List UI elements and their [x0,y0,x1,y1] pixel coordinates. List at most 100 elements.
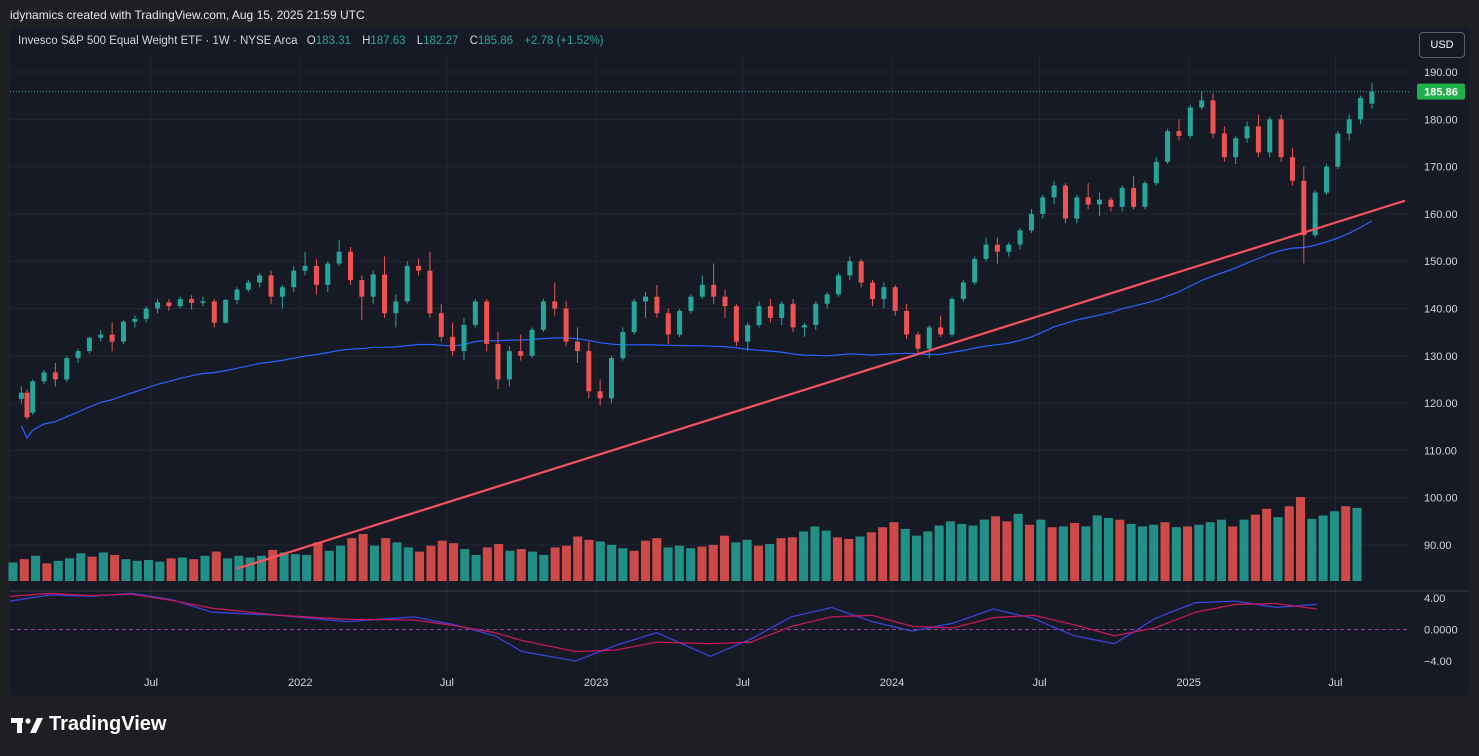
candle[interactable] [994,237,1000,264]
candle[interactable] [733,303,739,347]
candle[interactable] [597,379,603,406]
candle[interactable] [109,322,115,352]
candle[interactable] [461,317,467,361]
candle[interactable] [1062,183,1068,224]
candle[interactable] [291,265,297,292]
candle[interactable] [189,295,195,310]
candle[interactable] [484,299,490,352]
candle[interactable] [359,275,365,321]
candle[interactable] [654,284,660,318]
candle[interactable] [245,280,251,292]
candle[interactable] [711,263,717,304]
candle[interactable] [166,299,172,311]
candle[interactable] [1119,185,1125,212]
candle[interactable] [767,299,773,323]
candle[interactable] [427,251,433,318]
candle[interactable] [18,386,24,404]
candle[interactable] [347,247,353,285]
candle[interactable] [1131,176,1137,210]
candle[interactable] [1006,242,1012,257]
candle[interactable] [1176,119,1182,141]
candle[interactable] [1221,126,1227,162]
candle[interactable] [1028,209,1034,233]
candle[interactable] [302,251,308,276]
candle[interactable] [336,239,342,266]
candle[interactable] [404,261,410,304]
candle[interactable] [1097,192,1103,217]
candle[interactable] [1085,183,1091,210]
candle[interactable] [200,296,206,307]
candle[interactable] [472,299,478,328]
candle[interactable] [1369,83,1375,109]
candle[interactable] [801,322,807,337]
candle[interactable] [1358,95,1364,125]
candle[interactable] [574,327,580,363]
candle[interactable] [1335,131,1341,169]
candle[interactable] [1244,121,1250,143]
candle[interactable] [234,287,240,304]
candle[interactable] [1142,180,1148,210]
candle[interactable] [779,301,785,326]
candle[interactable] [41,369,47,385]
candle[interactable] [813,301,819,330]
candle[interactable] [382,256,388,318]
candle[interactable] [960,280,966,302]
candle[interactable] [665,308,671,344]
candle[interactable] [223,299,229,324]
candle[interactable] [518,334,524,361]
candle[interactable] [1267,116,1273,158]
candle[interactable] [756,301,762,328]
candle[interactable] [949,296,955,337]
candle[interactable] [722,289,728,318]
candle[interactable] [1210,93,1216,139]
candle[interactable] [835,273,841,297]
candle[interactable] [609,355,615,404]
candle[interactable] [858,258,864,288]
candle[interactable] [1153,157,1159,186]
candle[interactable] [30,379,36,415]
candle[interactable] [904,303,910,340]
candle[interactable] [370,270,376,304]
candle[interactable] [325,261,331,292]
candle[interactable] [938,315,944,337]
candle[interactable] [120,320,126,344]
candle[interactable] [1051,180,1057,205]
candle[interactable] [677,308,683,337]
candle[interactable] [870,280,876,307]
candle[interactable] [540,299,546,333]
candle[interactable] [86,336,92,354]
trendline[interactable] [236,199,1406,570]
candle[interactable] [915,332,921,354]
candle[interactable] [177,296,183,309]
candle[interactable] [1074,194,1080,224]
currency-button[interactable]: USD [1419,32,1465,58]
candle[interactable] [268,270,274,304]
candle[interactable] [1199,90,1205,110]
candle[interactable] [132,315,138,328]
candle[interactable] [1165,128,1171,165]
candle[interactable] [790,299,796,333]
candle[interactable] [1017,228,1023,250]
candle[interactable] [1233,135,1239,165]
candle[interactable] [1324,164,1330,195]
candle[interactable] [1255,114,1261,158]
candle[interactable] [416,258,422,276]
candle[interactable] [643,291,649,318]
candle[interactable] [1187,105,1193,139]
candle[interactable] [75,348,81,363]
candle[interactable] [52,362,58,387]
candle[interactable] [1040,194,1046,219]
candle[interactable] [438,303,444,342]
candle[interactable] [495,332,501,389]
candle[interactable] [211,299,217,328]
candle[interactable] [506,346,512,387]
candle[interactable] [1301,166,1307,264]
candle[interactable] [972,256,978,285]
candle[interactable] [1108,197,1114,212]
candle[interactable] [688,294,694,314]
candle[interactable] [1278,114,1284,162]
candle[interactable] [393,294,399,328]
candle[interactable] [745,322,751,352]
candle[interactable] [155,299,161,314]
candle[interactable] [1346,114,1352,141]
